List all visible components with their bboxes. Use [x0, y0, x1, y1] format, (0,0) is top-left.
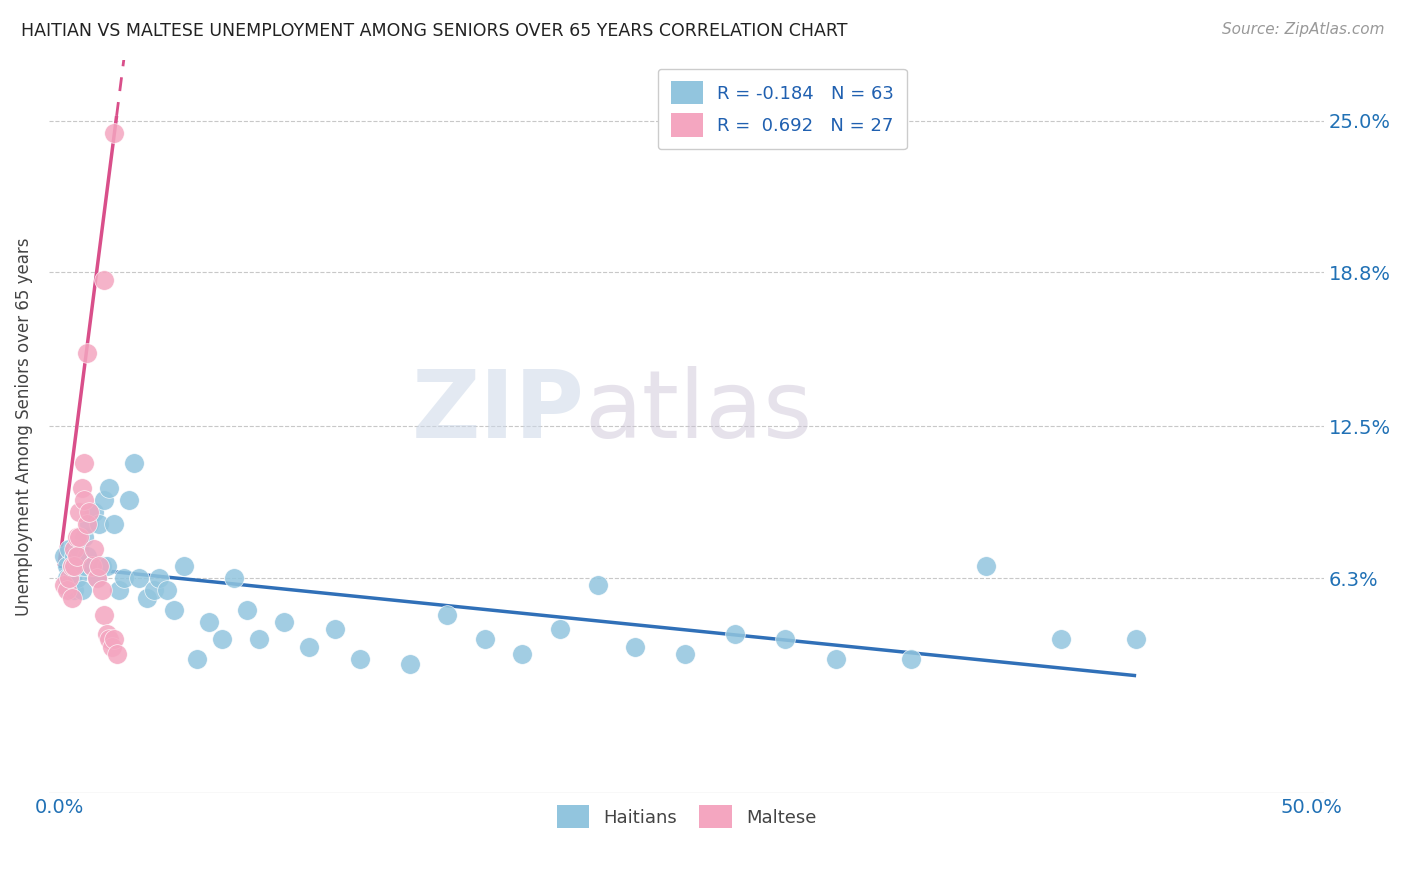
Point [83, 505, 105, 519]
Point [163, 603, 186, 617]
Point [65, 558, 87, 573]
Point [65, 529, 87, 543]
Point [90, 558, 112, 573]
Point [63, 558, 86, 573]
Point [58, 583, 80, 598]
Point [76, 346, 98, 360]
Point [70, 481, 93, 495]
Point [60, 558, 83, 573]
Point [67, 529, 90, 543]
Point [143, 583, 166, 598]
Point [93, 492, 115, 507]
Point [211, 632, 233, 647]
Point [73, 492, 96, 507]
Point [349, 652, 371, 666]
Point [548, 623, 571, 637]
Point [90, 583, 112, 598]
Point [73, 456, 96, 470]
Point [236, 603, 259, 617]
Point [58, 541, 80, 556]
Point [103, 126, 125, 140]
Text: ZIP: ZIP [412, 366, 585, 458]
Point [673, 647, 696, 661]
Point [103, 632, 125, 647]
Point [60, 558, 83, 573]
Point [65, 549, 87, 563]
Point [63, 541, 86, 556]
Point [173, 558, 195, 573]
Point [118, 492, 141, 507]
Point [73, 529, 96, 543]
Text: Source: ZipAtlas.com: Source: ZipAtlas.com [1222, 22, 1385, 37]
Point [122, 456, 145, 470]
Point [70, 583, 93, 598]
Text: atlas: atlas [585, 366, 813, 458]
Point [974, 558, 997, 573]
Point [67, 558, 90, 573]
Point [76, 517, 98, 532]
Point [247, 632, 270, 647]
Point [77, 517, 100, 532]
Point [67, 505, 90, 519]
Point [273, 615, 295, 629]
Point [65, 571, 87, 585]
Point [1050, 632, 1073, 647]
Point [156, 583, 179, 598]
Point [60, 591, 83, 605]
Point [436, 607, 458, 622]
Point [98, 632, 121, 647]
Point [135, 591, 157, 605]
Point [96, 558, 118, 573]
Text: HAITIAN VS MALTESE UNEMPLOYMENT AMONG SENIORS OVER 65 YEARS CORRELATION CHART: HAITIAN VS MALTESE UNEMPLOYMENT AMONG SE… [21, 22, 848, 40]
Point [98, 481, 121, 495]
Point [148, 571, 170, 585]
Point [398, 657, 420, 671]
Point [900, 652, 922, 666]
Point [53, 578, 76, 592]
Point [86, 571, 108, 585]
Point [586, 578, 609, 592]
Point [87, 558, 110, 573]
Point [775, 632, 797, 647]
Point [624, 640, 647, 654]
Point [93, 607, 115, 622]
Point [76, 549, 98, 563]
Point [86, 571, 108, 585]
Point [63, 583, 86, 598]
Point [224, 571, 246, 585]
Point [724, 627, 747, 641]
Point [55, 558, 77, 573]
Point [53, 549, 76, 563]
Point [87, 517, 110, 532]
Point [80, 558, 103, 573]
Point [474, 632, 496, 647]
Point [824, 652, 846, 666]
Point [298, 640, 321, 654]
Point [93, 273, 115, 287]
Point [63, 549, 86, 563]
Point [96, 627, 118, 641]
Point [512, 647, 534, 661]
Point [112, 571, 135, 585]
Point [198, 615, 221, 629]
Point [100, 640, 122, 654]
Point [323, 623, 346, 637]
Legend: Haitians, Maltese: Haitians, Maltese [550, 798, 824, 836]
Point [108, 583, 131, 598]
Point [83, 541, 105, 556]
Point [103, 517, 125, 532]
Point [186, 652, 208, 666]
Point [60, 571, 83, 585]
Y-axis label: Unemployment Among Seniors over 65 years: Unemployment Among Seniors over 65 years [15, 237, 32, 615]
Point [105, 647, 128, 661]
Point [67, 541, 90, 556]
Point [55, 583, 77, 598]
Point [128, 571, 150, 585]
Point [80, 558, 103, 573]
Point [58, 571, 80, 585]
Point [1125, 632, 1147, 647]
Point [73, 558, 96, 573]
Point [55, 571, 77, 585]
Point [77, 505, 100, 519]
